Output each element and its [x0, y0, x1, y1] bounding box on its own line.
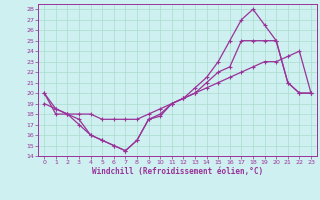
X-axis label: Windchill (Refroidissement éolien,°C): Windchill (Refroidissement éolien,°C) — [92, 167, 263, 176]
